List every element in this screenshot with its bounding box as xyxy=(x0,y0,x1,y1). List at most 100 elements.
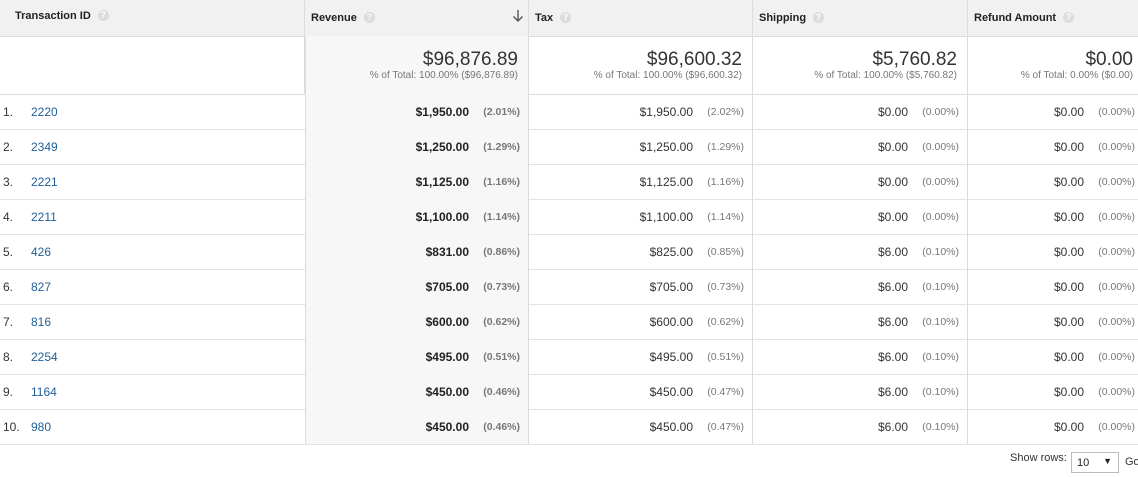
shipping-value: $6.00 xyxy=(877,350,908,364)
revenue-value: $831.00 xyxy=(425,245,469,259)
row-index: 1. xyxy=(3,105,14,119)
transaction-id-link[interactable]: 2220 xyxy=(31,105,58,119)
revenue-percent: (0.86%) xyxy=(483,246,520,258)
revenue-value: $450.00 xyxy=(425,385,469,399)
help-icon[interactable]: ? xyxy=(97,10,109,21)
shipping-percent: (0.10%) xyxy=(922,246,959,258)
table-row: 6. 827 $705.00 (0.73%) $705.00 (0.73%) $6.00 (0… xyxy=(0,269,1138,305)
transaction-id-link[interactable]: 426 xyxy=(31,245,52,259)
refund-cell: $0.00 (0.00%) xyxy=(968,94,1138,129)
table-row: 10. 980 $450.00 (0.46%) $450.00 (0.47%) $6.00 (… xyxy=(0,409,1138,445)
totals-row: $96,876.89 % of Total: 100.00% ($96,876.… xyxy=(0,36,1138,95)
refund-percent: (0.00%) xyxy=(1098,141,1135,153)
refund-percent: (0.00%) xyxy=(1098,386,1135,398)
tax-cell: $450.00 (0.47%) xyxy=(529,409,753,444)
help-icon[interactable]: ? xyxy=(363,12,375,23)
col-header-transaction-id[interactable]: Transaction ID? xyxy=(0,0,305,36)
transaction-id-link[interactable]: 827 xyxy=(31,280,52,294)
tax-percent: (0.47%) xyxy=(707,421,744,433)
row-index: 8. xyxy=(3,350,14,364)
shipping-percent: (0.00%) xyxy=(922,176,959,188)
tax-value: $450.00 xyxy=(649,420,693,434)
tax-percent: (1.16%) xyxy=(707,176,744,188)
tax-percent: (0.51%) xyxy=(707,351,744,363)
refund-percent: (0.00%) xyxy=(1098,211,1135,223)
shipping-percent: (0.10%) xyxy=(922,421,959,433)
transaction-id-link[interactable]: 2221 xyxy=(31,175,58,189)
revenue-percent: (0.46%) xyxy=(483,386,520,398)
revenue-value: $450.00 xyxy=(425,420,469,434)
tax-value: $495.00 xyxy=(649,350,693,364)
refund-value: $0.00 xyxy=(1053,280,1084,294)
tax-cell: $705.00 (0.73%) xyxy=(529,269,753,304)
revenue-value: $705.00 xyxy=(425,280,469,294)
refund-value: $0.00 xyxy=(1053,140,1084,154)
tax-cell: $1,250.00 (1.29%) xyxy=(529,129,753,164)
refund-cell: $0.00 (0.00%) xyxy=(968,304,1138,339)
col-header-shipping[interactable]: Shipping? xyxy=(753,0,968,36)
transaction-id-link[interactable]: 2349 xyxy=(31,140,58,154)
refund-percent: (0.00%) xyxy=(1098,106,1135,118)
refund-percent: (0.00%) xyxy=(1098,176,1135,188)
shipping-cell: $0.00 (0.00%) xyxy=(753,199,968,234)
transaction-id-cell: 3. 2221 xyxy=(0,164,305,199)
revenue-percent: (0.51%) xyxy=(483,351,520,363)
tax-percent: (1.29%) xyxy=(707,141,744,153)
revenue-percent: (0.46%) xyxy=(483,421,520,433)
total-value: $0.00 xyxy=(1085,49,1133,70)
revenue-cell: $495.00 (0.51%) xyxy=(305,339,529,374)
refund-cell: $0.00 (0.00%) xyxy=(968,339,1138,374)
help-icon[interactable]: ? xyxy=(813,12,825,23)
transaction-id-cell: 8. 2254 xyxy=(0,339,305,374)
revenue-cell: $600.00 (0.62%) xyxy=(305,304,529,339)
col-header-refund-amount[interactable]: Refund Amount? xyxy=(968,0,1138,36)
total-revenue: $96,876.89 % of Total: 100.00% ($96,876.… xyxy=(305,36,529,94)
refund-cell: $0.00 (0.00%) xyxy=(968,129,1138,164)
total-tax: $96,600.32 % of Total: 100.00% ($96,600.… xyxy=(529,36,753,94)
shipping-percent: (0.10%) xyxy=(922,281,959,293)
shipping-cell: $0.00 (0.00%) xyxy=(753,94,968,129)
transaction-id-link[interactable]: 816 xyxy=(31,315,52,329)
tax-cell: $1,100.00 (1.14%) xyxy=(529,199,753,234)
shipping-cell: $0.00 (0.00%) xyxy=(753,164,968,199)
shipping-cell: $6.00 (0.10%) xyxy=(753,339,968,374)
transaction-id-link[interactable]: 2254 xyxy=(31,350,58,364)
refund-cell: $0.00 (0.00%) xyxy=(968,409,1138,444)
col-header-revenue[interactable]: Revenue? xyxy=(305,0,529,36)
total-percent: % of Total: 100.00% ($96,600.32) xyxy=(593,70,742,81)
revenue-percent: (1.16%) xyxy=(483,176,520,188)
refund-value: $0.00 xyxy=(1053,210,1084,224)
revenue-cell: $450.00 (0.46%) xyxy=(305,409,529,444)
shipping-cell: $6.00 (0.10%) xyxy=(753,409,968,444)
sort-descending-icon[interactable] xyxy=(512,8,524,24)
transaction-id-link[interactable]: 1164 xyxy=(31,385,57,399)
refund-value: $0.00 xyxy=(1053,350,1084,364)
col-label: Transaction ID xyxy=(15,10,91,22)
revenue-cell: $831.00 (0.86%) xyxy=(305,234,529,269)
transaction-id-cell: 9. 1164 xyxy=(0,374,305,409)
tax-value: $1,125.00 xyxy=(639,175,693,189)
revenue-value: $1,950.00 xyxy=(415,105,469,119)
col-header-tax[interactable]: Tax? xyxy=(529,0,753,36)
help-icon[interactable]: ? xyxy=(1063,12,1075,23)
shipping-percent: (0.00%) xyxy=(922,141,959,153)
shipping-value: $0.00 xyxy=(877,140,908,154)
shipping-value: $0.00 xyxy=(877,210,908,224)
refund-percent: (0.00%) xyxy=(1098,281,1135,293)
transaction-id-link[interactable]: 980 xyxy=(31,420,52,434)
total-shipping: $5,760.82 % of Total: 100.00% ($5,760.82… xyxy=(753,36,968,94)
total-value: $5,760.82 xyxy=(872,49,957,70)
refund-percent: (0.00%) xyxy=(1098,316,1135,328)
show-rows-select[interactable]: 10 ▼ xyxy=(1071,452,1119,473)
help-icon[interactable]: ? xyxy=(560,12,572,23)
transaction-id-cell: 4. 2211 xyxy=(0,199,305,234)
refund-cell: $0.00 (0.00%) xyxy=(968,269,1138,304)
shipping-percent: (0.10%) xyxy=(922,386,959,398)
table-row: 4. 2211 $1,100.00 (1.14%) $1,100.00 (1.14%) $0… xyxy=(0,199,1138,235)
shipping-value: $6.00 xyxy=(877,420,908,434)
col-label: Shipping xyxy=(759,12,807,24)
transaction-id-link[interactable]: 2211 xyxy=(31,210,57,224)
go-button[interactable]: Go xyxy=(1125,456,1138,468)
revenue-percent: (0.62%) xyxy=(483,316,520,328)
shipping-percent: (0.00%) xyxy=(922,211,959,223)
